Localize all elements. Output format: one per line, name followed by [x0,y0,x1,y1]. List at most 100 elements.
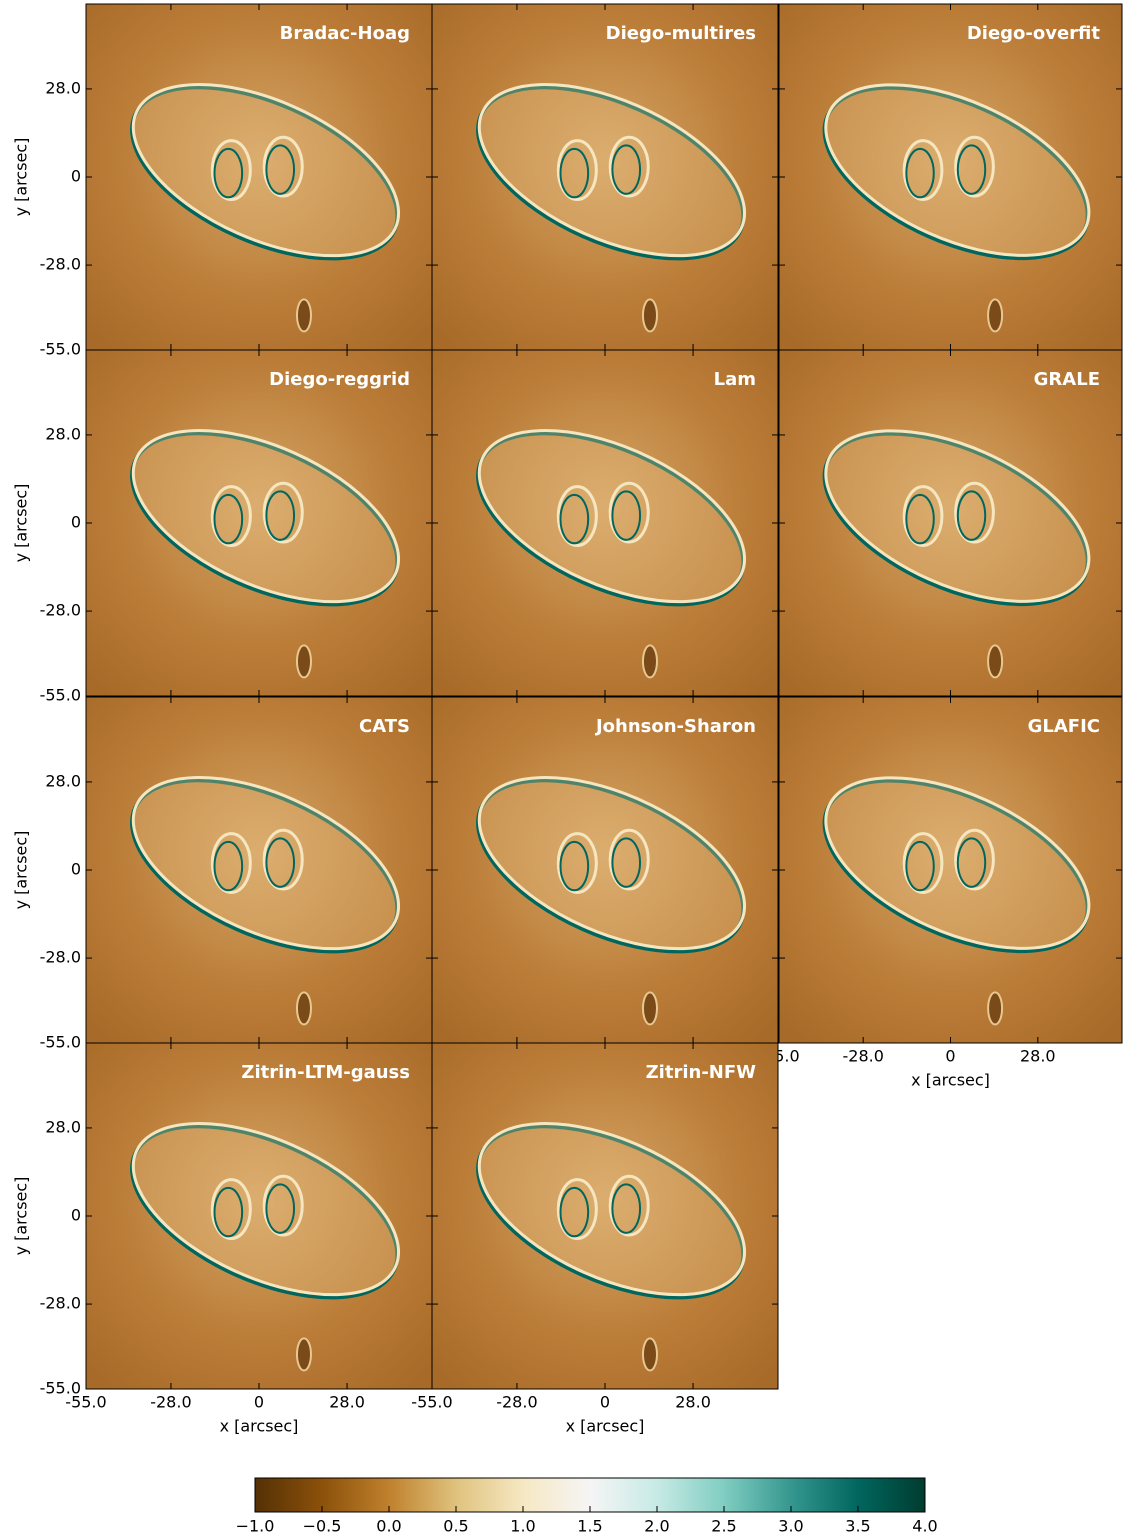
map-background [86,350,432,696]
inner-curve [954,481,995,544]
map-background [432,350,778,696]
inner-curve-teal [559,1186,590,1238]
inner-curve-teal [213,840,244,892]
panel: Diego-reggrid [85,349,433,697]
map-background [779,697,1122,1043]
inner-curve [902,139,944,201]
y-tick-label: -28.0 [40,255,81,274]
map [432,4,778,350]
panel: Lam [431,349,779,697]
y-axis-label: y [arcsec] [12,138,31,217]
inner-curve-teal [265,837,296,888]
panel-title: CATS [359,716,410,737]
galaxy-blob [987,298,1004,333]
galaxy-blob [641,1337,658,1372]
y-tick-label: -28.0 [40,601,81,620]
inner-curve [902,485,944,547]
panel-title: Bradac-Hoag [280,23,410,44]
inner-curve-teal [956,837,987,888]
galaxy-blob [987,991,1004,1026]
y-tick-label: -28.0 [40,948,81,967]
panel-title: Diego-multires [606,23,756,44]
panel-title: Johnson-Sharon [594,716,756,737]
colorbar-tick-label: −1.0 [236,1517,275,1536]
map [432,697,778,1043]
x-tick-label: -28.0 [496,1393,537,1412]
map [86,1043,432,1389]
inner-curve-teal [213,493,244,545]
inner-curve-teal [905,840,935,892]
galaxy-blob [641,991,658,1026]
x-axis-label: x [arcsec] [220,1417,299,1436]
inner-curve [608,1174,650,1237]
galaxy-blob [295,1337,312,1372]
inner-curve-teal [265,144,296,195]
panel-title: Diego-reggrid [269,369,410,390]
inner-curve-teal [559,147,590,199]
inner-curve-teal [265,490,296,541]
inner-curve [556,1178,598,1240]
colorbar-tick-label: 3.0 [778,1517,803,1536]
map-background [86,4,432,350]
inner-curve [556,485,598,547]
inner-curve-teal [611,1183,642,1234]
colorbar-tick-label: 1.5 [577,1517,602,1536]
panel-title: GLAFIC [1028,716,1100,737]
y-tick-label: 28.0 [45,78,81,97]
inner-curve [262,828,304,891]
panel-title: Zitrin-LTM-gauss [241,1062,410,1083]
inner-curve [262,135,304,198]
y-axis-label: y [arcsec] [12,484,31,563]
map-background [432,1043,778,1389]
y-tick-label: -55.0 [40,340,81,359]
y-axis-label: y [arcsec] [12,1177,31,1256]
x-axis-label: x [arcsec] [911,1071,990,1090]
x-tick-label: -55.0 [65,1393,106,1412]
galaxy-blob [295,298,312,333]
panel: Diego-overfit [778,3,1123,351]
x-tick-label: -55.0 [411,1393,452,1412]
y-tick-label: -28.0 [40,1294,81,1313]
map-background [432,4,778,350]
inner-curve-teal [559,493,590,545]
y-axis-label: y [arcsec] [12,831,31,910]
inner-curve [210,139,252,201]
inner-curve [902,832,944,894]
inner-curve-teal [956,490,987,541]
map-background [86,697,432,1043]
galaxy-blob [641,644,658,679]
inner-curve [608,135,650,198]
x-tick-label: 0 [945,1047,955,1066]
x-tick-label: 0 [600,1393,610,1412]
inner-curve [210,485,252,547]
inner-curve [556,832,598,894]
y-tick-label: 0 [71,513,81,532]
inner-curve [608,828,650,891]
inner-curve [262,481,304,544]
y-tick-label: 0 [71,167,81,186]
colorbar-tick-label: 2.5 [711,1517,736,1536]
x-tick-label: -28.0 [842,1047,883,1066]
map-background [86,1043,432,1389]
inner-curve [210,832,252,894]
colorbar-tick-label: 2.0 [644,1517,669,1536]
galaxy-blob [295,644,312,679]
map-background [779,350,1122,696]
panel: GLAFIC [778,696,1123,1044]
colorbar-tick-label: 3.5 [845,1517,870,1536]
y-tick-label: 28.0 [45,1117,81,1136]
y-tick-label: -55.0 [40,686,81,705]
inner-curve-teal [265,1183,296,1234]
inner-curve [954,135,995,198]
x-tick-label: 28.0 [1020,1047,1056,1066]
panel: GRALE [778,349,1123,697]
inner-curve-teal [905,147,935,199]
panel: Johnson-Sharon [431,696,779,1044]
inner-curve-teal [611,490,642,541]
x-axis-label: x [arcsec] [566,1417,645,1436]
panel: Diego-multires [431,3,779,351]
inner-curve-teal [213,147,244,199]
inner-curve-teal [905,493,935,545]
